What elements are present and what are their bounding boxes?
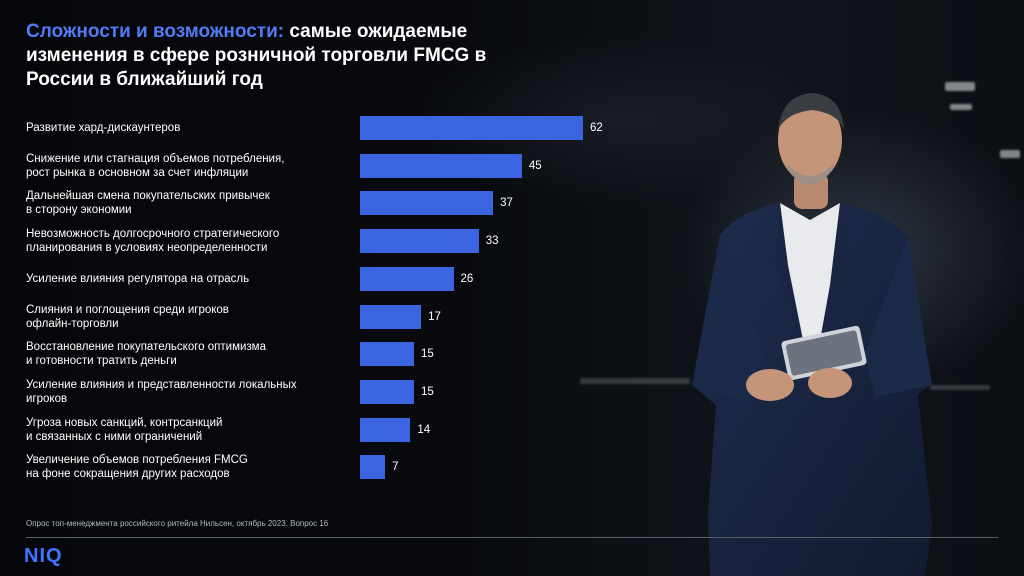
category-label-line: Снижение или стагнация объемов потреблен… <box>26 152 285 165</box>
data-label: 37 <box>500 197 513 210</box>
category-label-line: Восстановление покупательского оптимизма <box>26 341 266 354</box>
category-label: Дальнейшая смена покупательских привычек… <box>26 189 346 217</box>
bar <box>360 455 386 480</box>
category-label-line: игроков <box>26 392 68 405</box>
bar <box>360 304 422 329</box>
data-label: 7 <box>392 461 399 474</box>
footnote: Опрос топ-менеджмента российского ритейл… <box>26 519 329 528</box>
category-label: Угроза новых санкций, контрсанкций и связ… <box>26 416 346 444</box>
title-rest: самые ожидаемые изменения в сфере рознич… <box>26 21 487 90</box>
ceiling-light <box>945 82 975 91</box>
bar <box>360 266 454 291</box>
category-label-line: Усиление влияния и представленности лока… <box>26 378 297 391</box>
data-label: 62 <box>590 122 603 134</box>
category-label-line: планирования в условиях неопределенности <box>26 242 268 255</box>
data-label: 15 <box>420 385 434 398</box>
category-label-line: Дальнейшая смена покупательских привычек <box>26 190 270 203</box>
bar <box>360 379 414 404</box>
category-label-line: Невозможность долгосрочного стратегическ… <box>26 228 280 241</box>
data-label: 33 <box>485 235 499 248</box>
data-label: 26 <box>460 272 474 285</box>
bar <box>360 153 522 178</box>
category-label-line: в сторону экономии <box>26 204 132 217</box>
footer-divider <box>26 537 998 538</box>
bar <box>360 342 414 367</box>
category-label: Развитие хард-дискаунтеров <box>26 121 346 135</box>
bar <box>360 116 583 140</box>
ceiling-light <box>1000 150 1020 158</box>
category-label-line: офлайн-торговли <box>26 317 119 330</box>
page-title: Сложности и возможности: самые ожидаемые… <box>26 20 526 92</box>
horizontal-bar-chart: Развитие хард-дискаунтеров 62 Снижение или… <box>26 116 603 481</box>
shelf-light <box>580 378 690 384</box>
category-label-line: Развитие хард-дискаунтеров <box>26 122 181 134</box>
category-label-line: на фоне сокращения других расходов <box>26 468 230 481</box>
category-label-line: рост рынка в основном за счет инфляции <box>26 166 249 179</box>
data-label: 15 <box>420 348 434 361</box>
category-label: Усиление влияния и представленности лока… <box>26 378 346 406</box>
category-label-line: и готовности тратить деньги <box>26 355 177 368</box>
category-label-line: и связанных с ними ограничений <box>26 430 203 443</box>
bar <box>360 191 494 216</box>
data-label: 17 <box>428 310 441 323</box>
data-label: 45 <box>528 159 542 172</box>
bar <box>360 229 479 254</box>
category-label-line: Слияния и поглощения среди игроков <box>26 303 229 316</box>
ceiling-light <box>950 104 972 110</box>
category-label: Восстановление покупательского оптимизма… <box>26 340 346 368</box>
category-label: Увеличение объемов потребления FMCG на фо… <box>26 453 346 481</box>
category-label-line: Увеличение объемов потребления FMCG <box>26 454 248 467</box>
category-label: Невозможность долгосрочного стратегическ… <box>26 227 346 255</box>
businessman-photo <box>692 93 932 576</box>
data-label: 14 <box>417 423 431 436</box>
title-accent: Сложности и возможности: <box>26 21 285 42</box>
shelf-light <box>930 385 990 390</box>
category-label: Усиление влияния регулятора на отрасль <box>26 272 346 286</box>
bar <box>360 417 411 442</box>
category-label: Снижение или стагнация объемов потреблен… <box>26 152 346 180</box>
category-label: Слияния и поглощения среди игроков офлайн… <box>26 303 346 331</box>
niq-logo: NIQ <box>24 545 63 567</box>
category-label-line: Угроза новых санкций, контрсанкций <box>26 416 223 429</box>
category-label-line: Усиление влияния регулятора на отрасль <box>26 272 250 285</box>
